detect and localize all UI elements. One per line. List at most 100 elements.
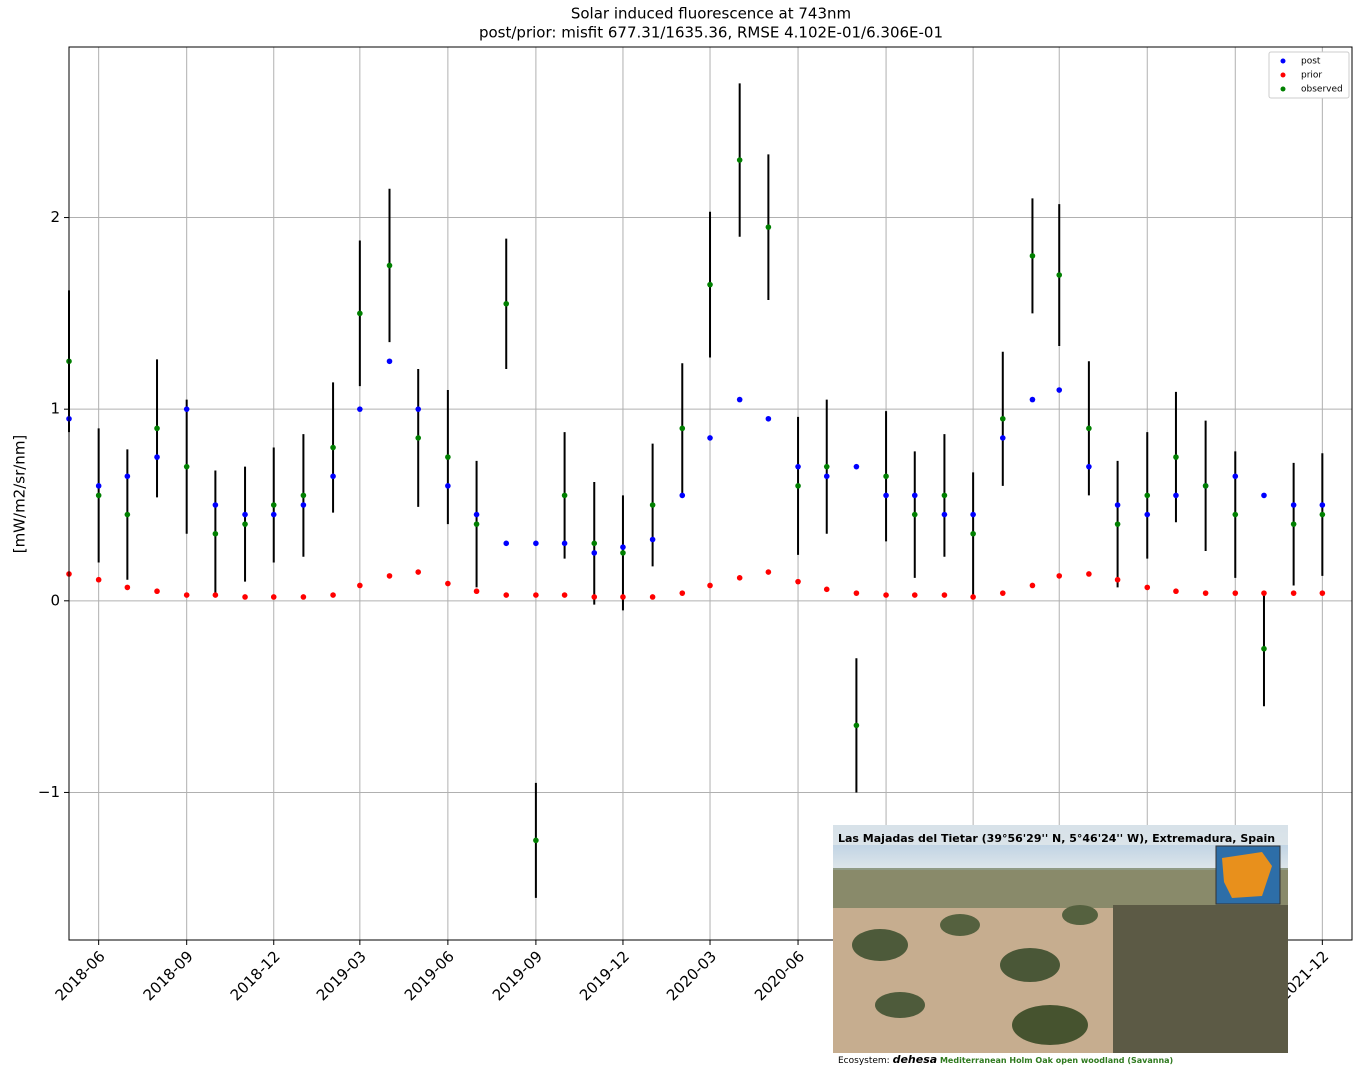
point-post: [707, 435, 713, 441]
point-observed: [823, 463, 830, 470]
point-prior: [95, 576, 102, 583]
point-prior: [1261, 590, 1267, 596]
point-post: [911, 492, 918, 499]
point-prior: [533, 592, 539, 598]
point-post: [853, 463, 860, 470]
tree: [875, 992, 925, 1018]
point-prior: [970, 594, 976, 600]
tree: [1012, 1005, 1088, 1045]
point-prior: [1232, 590, 1239, 596]
point-prior: [300, 594, 307, 600]
point-post: [823, 473, 830, 480]
point-observed: [95, 492, 102, 499]
point-prior: [445, 580, 451, 587]
point-post: [503, 540, 510, 547]
point-post: [124, 473, 131, 480]
point-observed: [357, 310, 363, 317]
point-prior: [911, 592, 918, 598]
photo-trees-far: [833, 868, 1288, 908]
point-post: [1319, 502, 1326, 508]
point-observed: [941, 492, 948, 499]
legend-box: [1268, 51, 1350, 99]
point-prior: [561, 592, 568, 598]
x-tick-label: 2019-03: [313, 947, 370, 1004]
point-post: [591, 550, 598, 556]
point-observed: [270, 502, 277, 508]
point-observed: [853, 722, 860, 729]
point-prior: [591, 594, 598, 600]
point-prior: [1144, 584, 1151, 591]
point-prior: [1290, 590, 1297, 596]
inset-caption-band: [833, 1053, 1288, 1066]
point-prior: [183, 592, 190, 598]
point-observed: [591, 540, 598, 547]
point-observed: [1319, 511, 1326, 518]
point-prior: [357, 582, 363, 589]
point-post: [386, 358, 393, 365]
point-observed: [883, 473, 889, 480]
point-post: [242, 511, 248, 518]
y-axis-label: [mW/m2/sr/nm]: [11, 435, 29, 554]
point-prior: [707, 582, 713, 589]
point-prior: [1029, 582, 1036, 589]
inset-title: Las Majadas del Tietar (39°56'29'' N, 5°…: [838, 832, 1275, 845]
caption-text: Ecosystem:: [838, 1056, 893, 1066]
tree: [1062, 905, 1098, 925]
legend-label: prior: [1301, 71, 1322, 81]
point-observed: [533, 837, 539, 844]
x-tick-label: 2018-12: [227, 947, 284, 1004]
inset-caption: Ecosystem: dehesa Mediterranean Holm Oak…: [838, 1053, 1173, 1066]
point-post: [649, 536, 656, 543]
plot-area: [64, 47, 1352, 945]
point-observed: [649, 502, 656, 508]
point-post: [300, 502, 307, 508]
point-post: [883, 492, 889, 499]
point-prior: [941, 592, 948, 598]
point-prior: [1056, 573, 1063, 579]
point-observed: [415, 435, 422, 441]
point-observed: [300, 492, 307, 499]
x-tick-label: 2020-06: [751, 947, 808, 1004]
point-observed: [124, 511, 131, 518]
point-prior: [503, 592, 510, 598]
point-post: [183, 406, 190, 412]
inset-title-band: [833, 825, 1288, 845]
point-post: [941, 511, 948, 518]
legend-marker: [1280, 72, 1286, 78]
point-observed: [1029, 253, 1036, 259]
point-prior: [154, 588, 160, 595]
x-tick-label: 2019-06: [401, 947, 458, 1004]
point-observed: [1232, 511, 1239, 518]
point-observed: [620, 550, 626, 556]
point-post: [1290, 502, 1297, 508]
point-prior: [242, 594, 248, 600]
point-observed: [1056, 272, 1063, 278]
x-tick-label: 2020-03: [663, 947, 720, 1004]
point-post: [533, 540, 539, 547]
point-post: [1232, 473, 1239, 480]
legend: post prior observed: [1268, 51, 1350, 99]
point-post: [1173, 492, 1179, 499]
y-tick-label: 2: [50, 208, 60, 226]
inset-photo: Las Majadas del Tietar (39°56'29'' N, 5°…: [833, 825, 1288, 1066]
point-post: [212, 502, 219, 508]
point-post: [1029, 396, 1036, 403]
map-spain: [1222, 852, 1272, 898]
point-observed: [473, 521, 480, 527]
plot-frame: [68, 46, 1353, 941]
point-prior: [649, 594, 656, 600]
point-post: [679, 492, 686, 499]
point-prior: [853, 590, 860, 596]
point-post: [95, 483, 102, 489]
y-tick-label: −1: [38, 783, 60, 801]
point-post: [1056, 387, 1063, 393]
point-observed: [330, 444, 336, 451]
point-post: [154, 454, 160, 460]
point-prior: [1086, 571, 1092, 577]
point-observed: [1261, 645, 1267, 652]
aerial-image: [1113, 905, 1288, 1053]
legend-marker: [1280, 58, 1286, 64]
point-post: [736, 396, 743, 403]
point-observed: [795, 483, 801, 489]
